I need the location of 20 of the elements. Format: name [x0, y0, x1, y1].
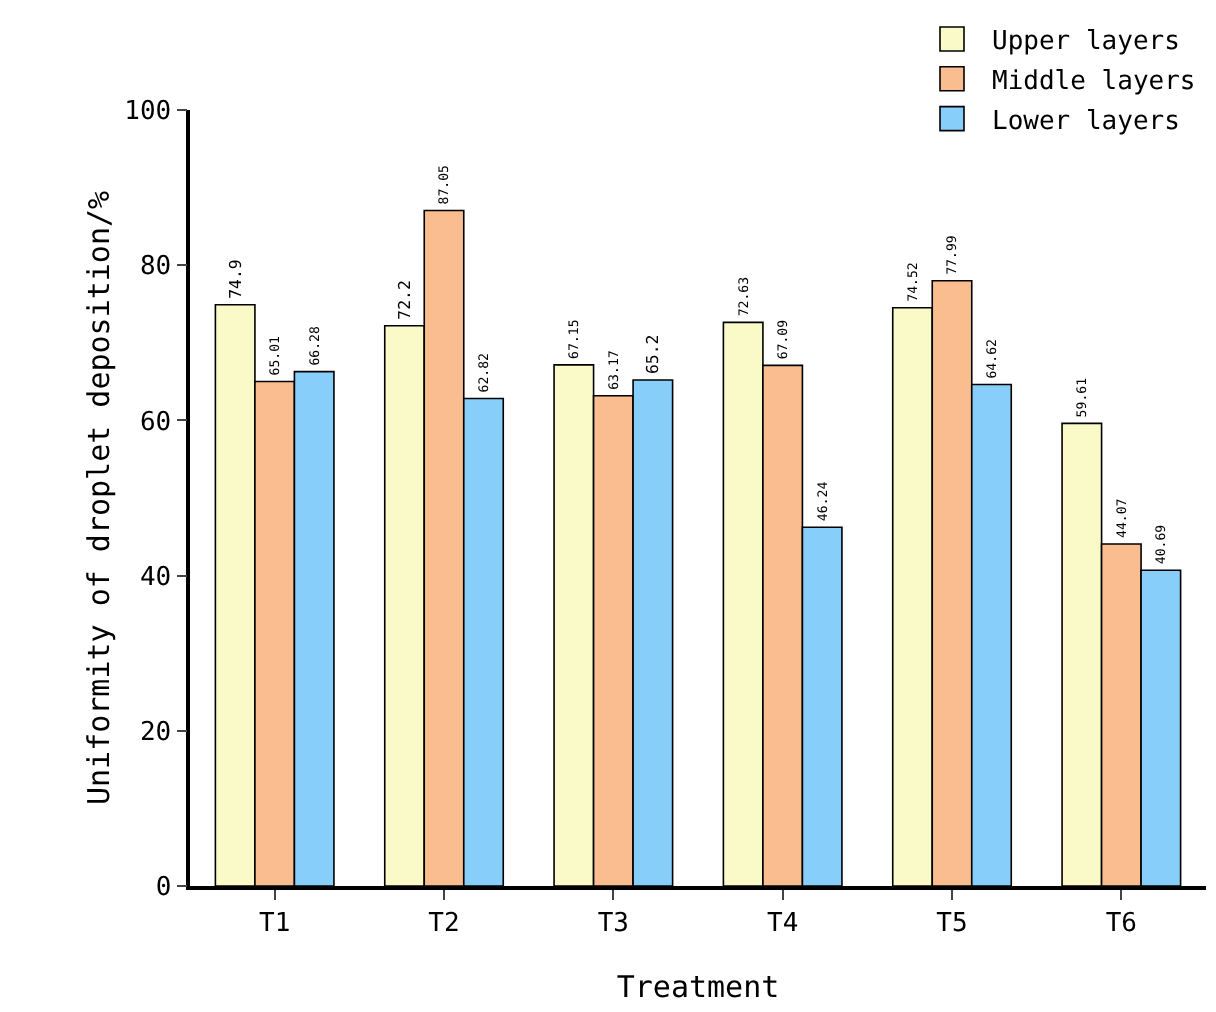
legend-label: Lower layers: [992, 106, 1180, 137]
data-label: 65.2: [642, 334, 663, 374]
x-tick-label: T1: [259, 908, 291, 939]
data-label: 72.2: [393, 280, 414, 320]
y-tick-label: 40: [139, 562, 172, 593]
x-tick-label: T6: [1105, 908, 1137, 939]
x-axis-title: Treatment: [616, 969, 780, 1005]
y-tick-label: 0: [155, 873, 172, 904]
x-tick-label: T3: [597, 908, 629, 939]
x-tick-label: T2: [428, 908, 460, 939]
y-axis-title: Uniformity of droplet deposition/%: [81, 190, 117, 806]
legend-label: Middle layers: [992, 66, 1196, 97]
y-tick-label: 80: [139, 252, 172, 283]
x-tick-label: T4: [767, 908, 799, 939]
legend-label: Upper layers: [992, 27, 1180, 58]
data-label: 74.9: [224, 259, 245, 299]
y-tick-label: 20: [139, 717, 172, 748]
x-tick-label: T5: [936, 908, 968, 939]
y-tick-label: 100: [124, 97, 172, 128]
y-tick-label: 60: [139, 407, 172, 438]
